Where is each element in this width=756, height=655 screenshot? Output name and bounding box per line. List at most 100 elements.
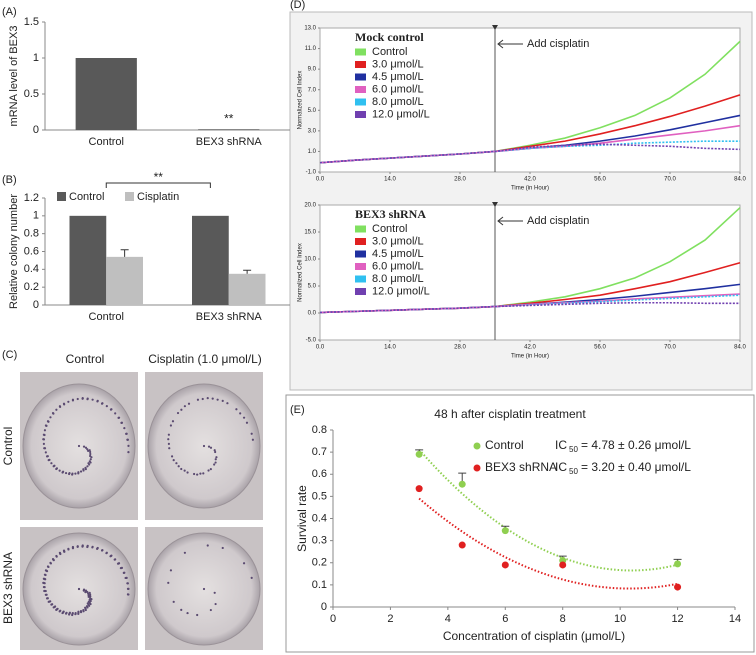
legend-label: Control: [69, 191, 104, 203]
colony: [44, 451, 47, 454]
legend-marker: [473, 442, 481, 450]
legend-marker: [473, 464, 481, 472]
colony: [235, 408, 238, 411]
colony: [89, 458, 92, 461]
colony: [193, 472, 196, 476]
colony: [85, 605, 89, 608]
colony: [86, 448, 89, 451]
colony: [213, 449, 216, 452]
colony: [167, 433, 170, 436]
colony: [43, 429, 47, 432]
colony: [207, 445, 211, 448]
trendline: [418, 497, 678, 590]
colony: [48, 458, 51, 461]
legend-swatch: [355, 263, 366, 270]
colony: [88, 460, 91, 463]
colony: [65, 611, 68, 614]
colony: [86, 465, 89, 468]
colony: [186, 611, 189, 615]
colony: [74, 612, 77, 615]
y-tick-label: 0.5: [24, 88, 39, 100]
colony: [180, 467, 183, 471]
colony: [44, 573, 47, 577]
ic50-prefix: IC: [555, 438, 567, 452]
point: [501, 561, 509, 569]
colony: [49, 416, 52, 419]
colony: [242, 562, 246, 565]
colony: [242, 416, 246, 419]
colony: [86, 602, 89, 605]
colony: [82, 468, 85, 471]
colony: [109, 555, 112, 558]
colony: [251, 438, 254, 441]
colony: [87, 462, 90, 465]
legend-swatch: [355, 98, 366, 106]
colony: [214, 461, 217, 464]
colony: [91, 546, 94, 549]
colony: [114, 412, 117, 415]
error-bar: [120, 249, 129, 257]
x-tick-label: 14.0: [384, 345, 396, 351]
x-tick-label: 28.0: [454, 177, 466, 183]
colony: [64, 471, 68, 475]
colony: [58, 469, 61, 472]
legend-swatch: [355, 275, 366, 283]
colony: [63, 550, 66, 553]
colony: [49, 600, 52, 603]
panel-label: (B): [2, 174, 17, 186]
y-tick-label: 5.0: [308, 108, 317, 114]
point: [559, 561, 567, 569]
panel-label: (E): [290, 404, 305, 416]
colony: [45, 570, 49, 573]
colony: [167, 438, 170, 441]
colony: [46, 597, 49, 600]
colony: [180, 408, 183, 411]
y-tick-label: 0.3: [312, 535, 327, 547]
y-tick-label: 0.1: [312, 579, 327, 591]
y-tick-label: 0.8: [24, 228, 39, 240]
legend-label: 12.0 μmol/L: [372, 285, 430, 297]
colony: [50, 462, 53, 465]
x-tick-label: 84.0: [734, 177, 746, 183]
legend-swatch: [355, 73, 366, 81]
bar: [198, 129, 260, 130]
colony: [87, 594, 90, 597]
colony: [56, 607, 59, 610]
colony: [46, 455, 49, 458]
point: [415, 450, 423, 458]
colony: [55, 555, 58, 558]
legend-swatch: [355, 288, 366, 295]
colony: [186, 471, 189, 474]
panel-e-frame: [285, 394, 755, 653]
x-tick-label: 0.0: [316, 345, 325, 351]
x-tick-label: 6: [502, 613, 508, 625]
colony: [43, 447, 47, 450]
colony: [59, 405, 62, 408]
legend-label: 4.5 μmol/L: [372, 248, 424, 260]
legend-swatch: [355, 250, 366, 258]
y-tick-label: 0: [321, 601, 327, 613]
significance: **: [154, 170, 164, 184]
event-arrow: [497, 216, 523, 226]
colony: [214, 602, 217, 606]
event-label: Add cisplatin: [527, 38, 589, 50]
colony: [100, 402, 104, 405]
ic50-sub: 50: [569, 445, 578, 454]
colony: [209, 446, 213, 449]
plot-area: [319, 204, 741, 341]
panel-label: (C): [2, 349, 17, 361]
legend-label: 6.0 μmol/L: [372, 83, 424, 95]
colony: [127, 450, 130, 454]
legend-swatch: [355, 225, 366, 233]
x-tick-label: 42.0: [524, 345, 536, 351]
y-tick-label: 1: [33, 52, 39, 64]
ic50-text: = 4.78 ± 0.26 μmol/L: [581, 438, 691, 452]
y-tick-label: 1: [33, 210, 39, 222]
colony: [127, 444, 130, 447]
colony: [84, 466, 87, 469]
x-tick-label: 2: [387, 613, 393, 625]
x-tick-label: 70.0: [664, 345, 676, 351]
colony: [211, 397, 214, 400]
legend-label: 8.0 μmol/L: [372, 273, 424, 285]
